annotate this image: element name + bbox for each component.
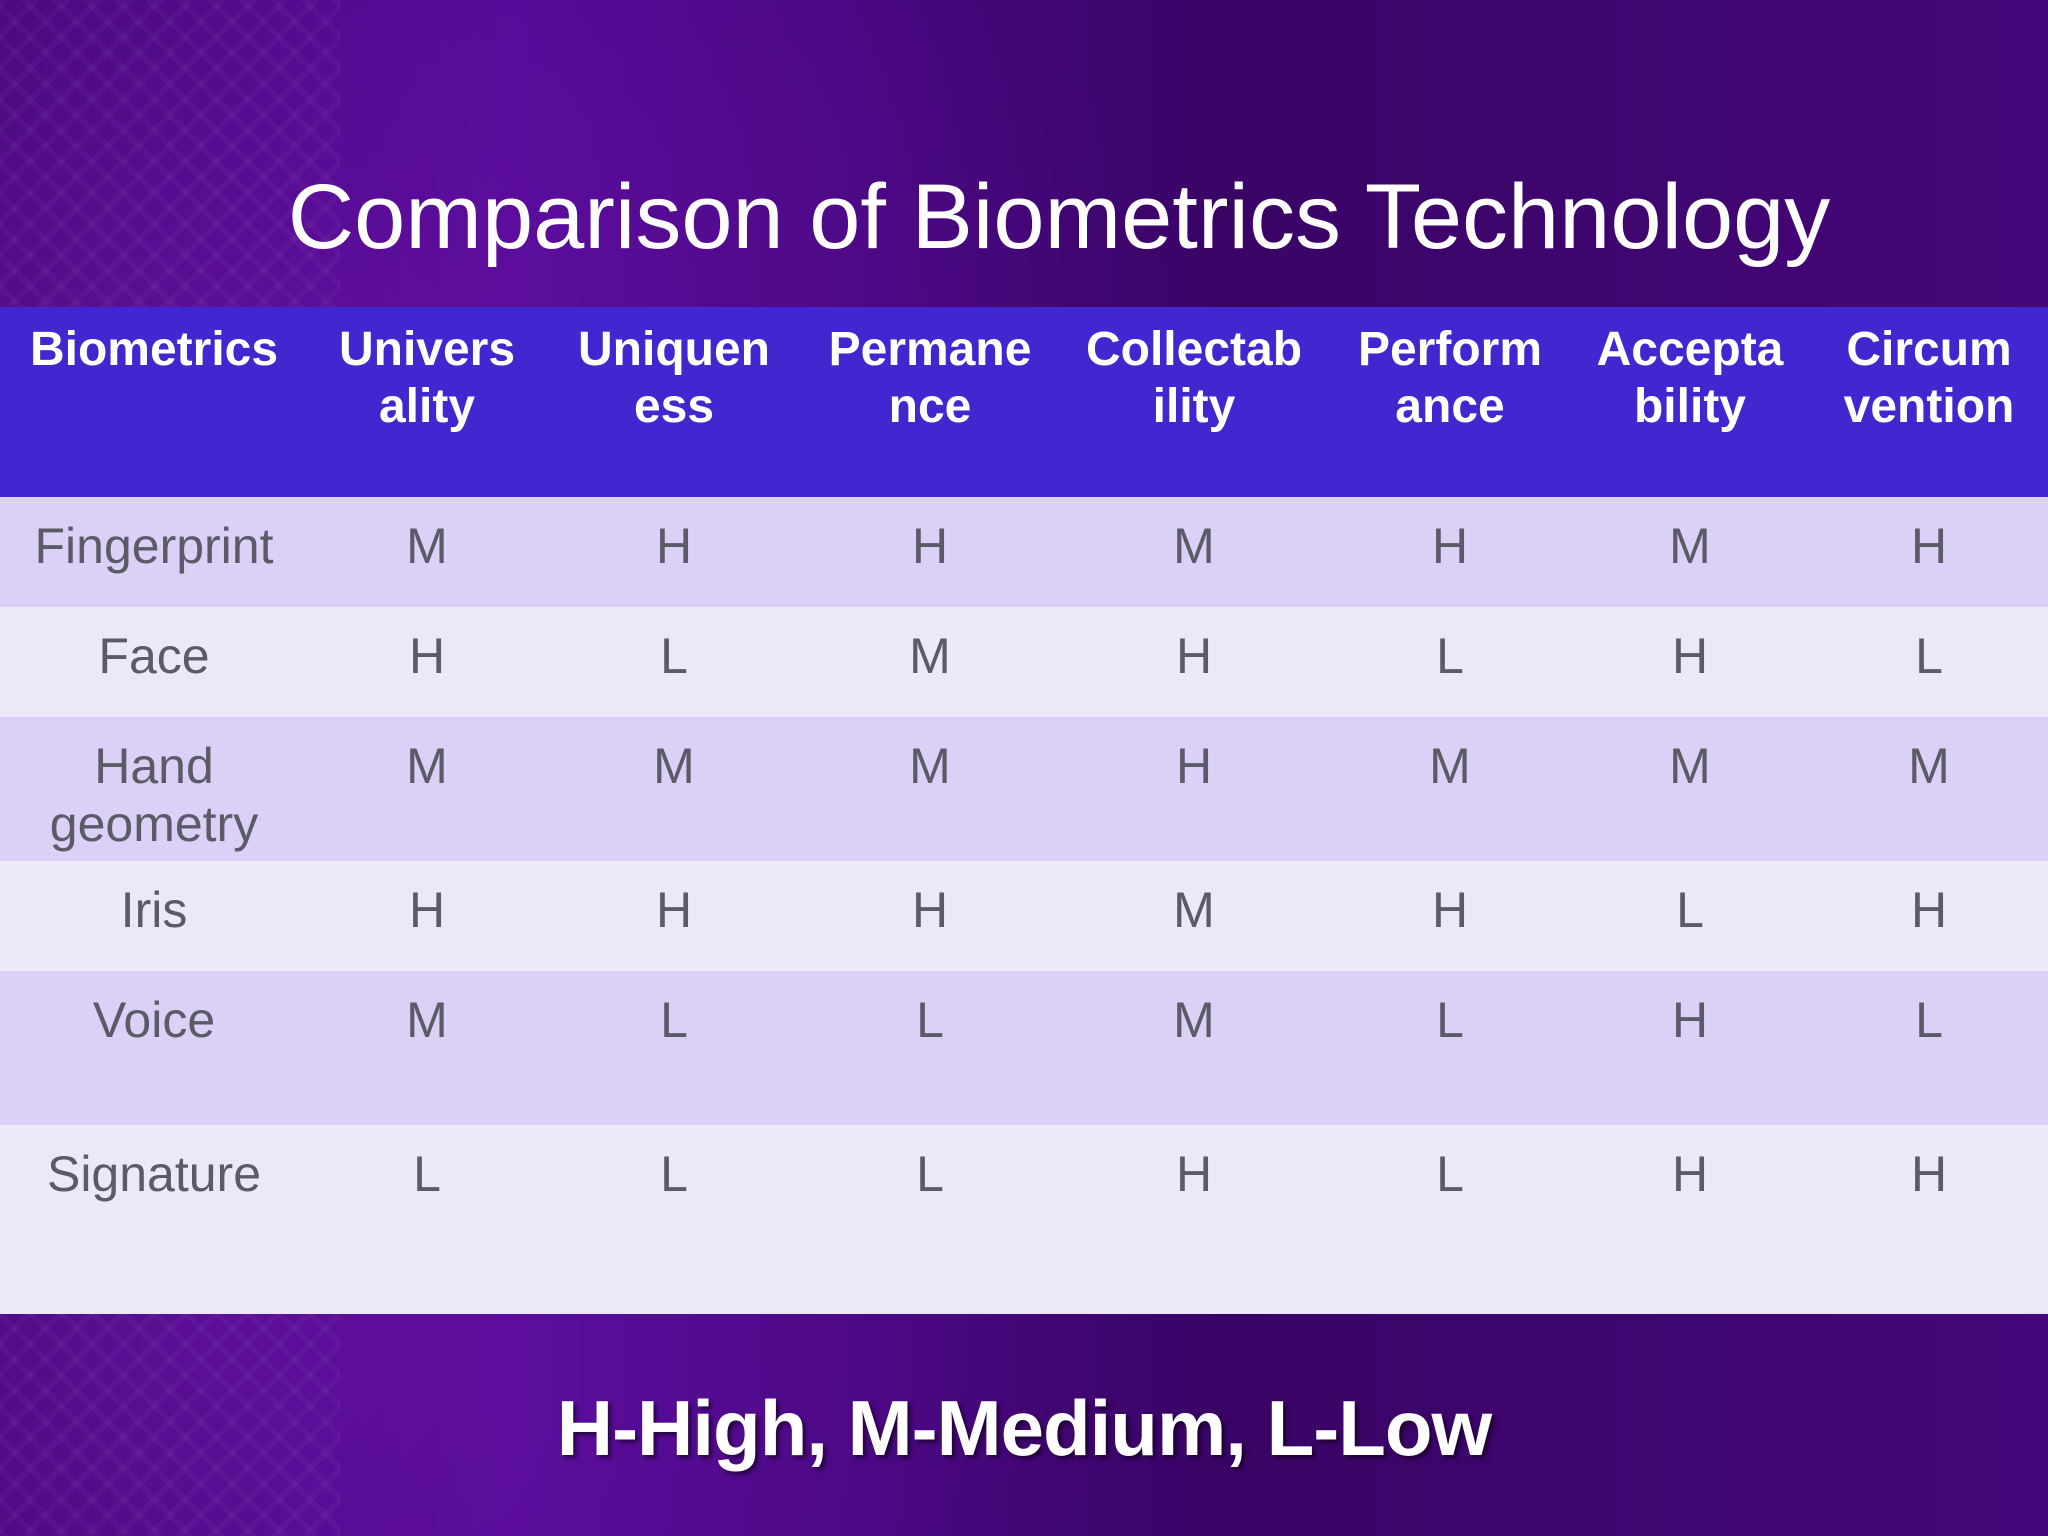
table-cell: L: [413, 1146, 441, 1202]
table-row: Voice M L L M L H L: [0, 971, 2048, 1125]
table-cell: M: [909, 738, 951, 794]
table-cell: H: [408, 882, 446, 938]
header-row: Biometrics Univers ality Uniquen ess Perma…: [0, 307, 2048, 497]
table-cell: H: [408, 628, 446, 684]
table-cell: H: [911, 882, 949, 938]
table-cell: H: [1175, 738, 1213, 794]
row-label: Hand geometry: [49, 738, 259, 852]
header-permanence: Permane nce: [828, 323, 1032, 433]
table-cell: M: [909, 628, 951, 684]
header-uniqueness: Uniquen ess: [578, 323, 770, 433]
table-cell: L: [1676, 882, 1704, 938]
table-cell: L: [1915, 628, 1943, 684]
background-pattern: [0, 0, 340, 1536]
comparison-table: Biometrics Univers ality Uniquen ess Perma…: [0, 307, 2048, 1314]
table-cell: L: [1436, 1146, 1464, 1202]
table-cell: H: [1671, 992, 1709, 1048]
header-acceptability: Accepta bility: [1596, 323, 1784, 433]
table-row: Fingerprint M H H M H M H: [0, 497, 2048, 607]
table-cell: M: [1173, 882, 1215, 938]
table-row: Face H L M H L H L: [0, 607, 2048, 717]
table-cell: M: [653, 738, 695, 794]
table-row: Signature L L L H L H H: [0, 1125, 2048, 1314]
row-label: Voice: [92, 992, 216, 1048]
row-label: Iris: [120, 882, 188, 938]
table-cell: L: [916, 1146, 944, 1202]
table-cell: M: [1429, 738, 1471, 794]
table-cell: H: [1671, 628, 1709, 684]
table-cell: H: [1431, 518, 1469, 574]
table-cell: H: [655, 882, 693, 938]
table-cell: H: [1431, 882, 1469, 938]
table-cell: M: [1173, 992, 1215, 1048]
table-cell: L: [660, 1146, 688, 1202]
slide-title: Comparison of Biometrics Technology: [287, 165, 1831, 268]
table-cell: L: [916, 992, 944, 1048]
header-universality: Univers ality: [338, 323, 516, 433]
table-cell: H: [1175, 628, 1213, 684]
table-cell: H: [1175, 1146, 1213, 1202]
header-performance: Perform ance: [1357, 323, 1543, 433]
row-label: Face: [98, 628, 210, 684]
row-label: Signature: [46, 1146, 262, 1202]
table-cell: L: [1915, 992, 1943, 1048]
table-cell: L: [1436, 992, 1464, 1048]
table-cell: L: [660, 992, 688, 1048]
header-circumvention: Circum vention: [1843, 323, 2015, 433]
row-label: Fingerprint: [34, 518, 274, 574]
table-cell: M: [1669, 518, 1711, 574]
table-cell: M: [1669, 738, 1711, 794]
table-cell: H: [1671, 1146, 1709, 1202]
table-cell: H: [911, 518, 949, 574]
header-biometrics: Biometrics: [29, 323, 279, 376]
table-cell: M: [406, 992, 448, 1048]
legend-text: H-High, M-Medium, L-Low: [556, 1384, 1492, 1472]
table-cell: L: [1436, 628, 1464, 684]
table-cell: L: [660, 628, 688, 684]
table-cell: H: [1910, 1146, 1948, 1202]
table-cell: H: [1910, 518, 1948, 574]
table-cell: M: [1908, 738, 1950, 794]
table-row: Hand geometry M M M H M M M: [0, 717, 2048, 861]
table-cell: M: [406, 518, 448, 574]
header-collectability: Collectab ility: [1085, 323, 1303, 433]
table-cell: M: [1173, 518, 1215, 574]
table-cell: M: [406, 738, 448, 794]
table-cell: H: [1910, 882, 1948, 938]
table-cell: H: [655, 518, 693, 574]
table-row: Iris H H H M H L H: [0, 861, 2048, 971]
